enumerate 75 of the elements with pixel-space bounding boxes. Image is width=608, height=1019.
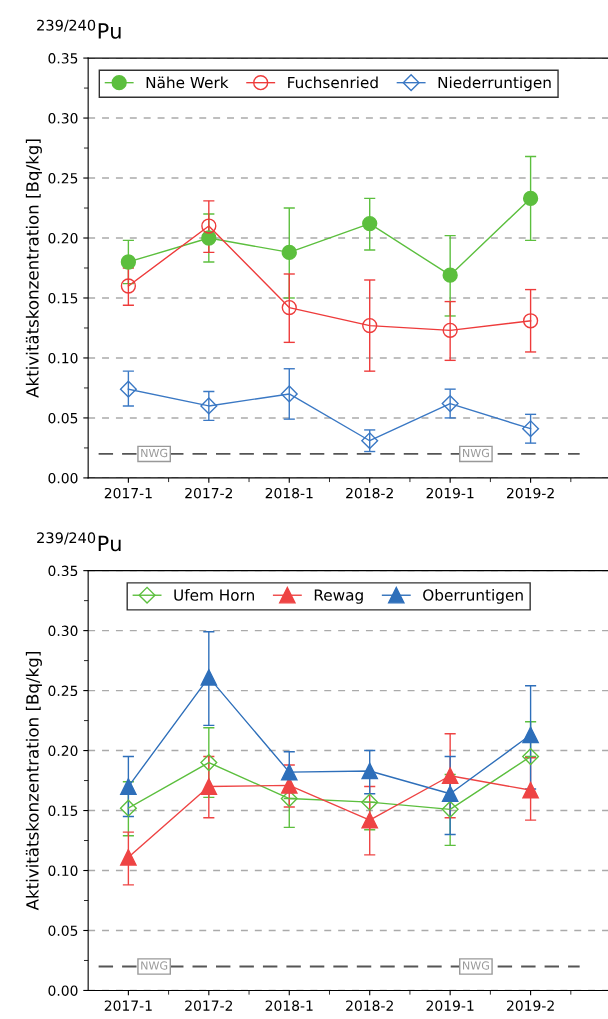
x-tick-label: 2019-1	[426, 487, 474, 499]
point	[200, 778, 218, 795]
x-tick-label: 2018-2	[346, 1000, 393, 1011]
point	[201, 218, 217, 234]
x-tick-label: 2017-1	[104, 487, 152, 499]
y-tick-label: 0.30	[48, 625, 78, 637]
x-tick-label: 2019-2	[507, 487, 554, 499]
point	[120, 254, 137, 270]
x-tick-label: 2019-2	[507, 1000, 554, 1011]
point	[522, 190, 539, 207]
point	[120, 848, 137, 866]
point	[522, 726, 539, 744]
point	[281, 244, 297, 261]
point	[362, 317, 378, 334]
y-tick-label: 0.15	[48, 805, 78, 817]
chart-title: $^{239/240}$Pu	[37, 19, 121, 39]
point	[361, 793, 379, 811]
x-tick-label: 2019-1	[426, 1000, 474, 1011]
point	[522, 313, 539, 329]
y-tick-label: 0.10	[48, 352, 78, 364]
point	[442, 267, 458, 283]
point	[120, 778, 137, 795]
y-tick-label: 0.25	[48, 173, 78, 184]
point	[442, 322, 458, 339]
legend-label: Oberruntigen	[423, 588, 523, 604]
annotation: NWG	[141, 961, 168, 970]
legend-label: Niederruntigen	[438, 76, 551, 92]
point	[441, 785, 459, 803]
point	[201, 230, 217, 246]
annotation: NWG	[141, 448, 168, 458]
point	[441, 767, 459, 785]
annotation: NWG	[463, 448, 489, 458]
point	[441, 800, 459, 818]
legend-label: Ufem Horn	[174, 588, 254, 601]
point	[281, 299, 297, 316]
point	[200, 754, 218, 772]
y-tick-label: 0.05	[48, 925, 78, 936]
x-tick-label: 2017-2	[185, 487, 233, 499]
y-tick-label: 0.10	[48, 865, 78, 876]
y-tick-label: 0.05	[48, 412, 78, 424]
point	[200, 397, 218, 415]
x-tick-label: 2017-2	[185, 1000, 233, 1011]
point	[522, 420, 540, 438]
y-axis-title: Aktivitätskonzentration [Bq/kg]	[25, 652, 42, 911]
y-tick-label: 0.25	[48, 685, 78, 697]
legend-label: Nähe Werk	[146, 76, 229, 89]
point	[522, 748, 540, 766]
point	[441, 394, 459, 413]
chart-title: $^{239/240}$Pu	[37, 532, 121, 552]
point	[119, 380, 137, 398]
y-tick-label: 0.20	[48, 232, 78, 244]
x-tick-label: 2018-1	[265, 487, 313, 499]
x-tick-label: 2018-2	[346, 487, 393, 499]
y-tick-label: 0.20	[48, 745, 78, 757]
x-tick-label: 2018-1	[265, 1000, 313, 1011]
x-tick-label: 2017-1	[104, 1000, 152, 1011]
y-tick-label: 0.00	[48, 472, 78, 484]
legend-label: Fuchsenried	[288, 76, 378, 89]
point	[361, 811, 379, 829]
y-axis-title: Aktivitätskonzentration [Bq/kg]	[25, 139, 42, 398]
point	[362, 215, 378, 232]
y-tick-label: 0.00	[48, 985, 78, 996]
point	[200, 669, 218, 686]
y-tick-label: 0.15	[48, 292, 78, 304]
point	[522, 781, 539, 799]
point	[119, 799, 137, 817]
y-tick-label: 0.35	[48, 53, 78, 64]
annotation: NWG	[463, 961, 489, 970]
legend-label: Rewag	[314, 589, 363, 604]
point	[120, 278, 137, 294]
y-tick-label: 0.30	[48, 113, 78, 124]
y-tick-label: 0.35	[48, 565, 78, 577]
point	[280, 385, 298, 403]
point	[361, 762, 379, 780]
point	[280, 763, 298, 781]
